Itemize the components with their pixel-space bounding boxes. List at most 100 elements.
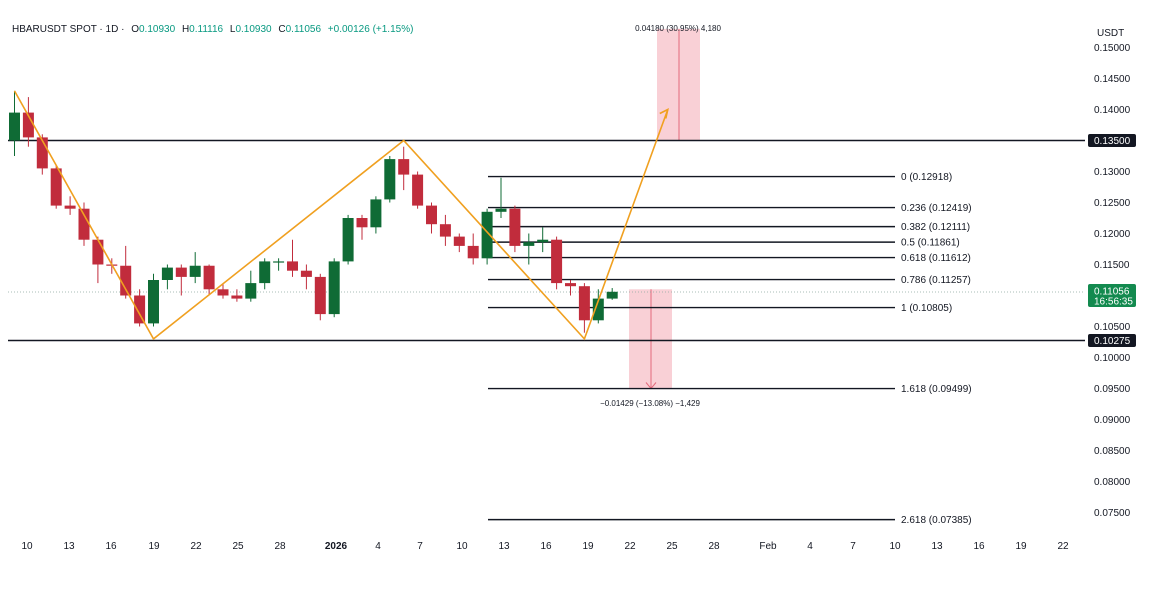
candle-body bbox=[217, 289, 229, 296]
x-tick-label: 25 bbox=[232, 541, 244, 552]
y-tick-label: 0.08500 bbox=[1094, 446, 1131, 457]
y-tick-label: 0.10000 bbox=[1094, 353, 1131, 364]
candle-body bbox=[50, 168, 62, 206]
price-tag-label: 0.13500 bbox=[1094, 136, 1131, 147]
candle-body bbox=[453, 236, 465, 246]
countdown-label: 16:56:35 bbox=[1094, 297, 1133, 308]
candle-body bbox=[342, 218, 354, 262]
candle-body bbox=[189, 265, 201, 277]
candle-body bbox=[384, 159, 396, 200]
candle-body bbox=[578, 286, 590, 321]
pattern-line bbox=[13, 90, 669, 341]
y-tick-label: 0.14000 bbox=[1094, 105, 1131, 116]
candle-body bbox=[523, 242, 535, 246]
x-tick-label: 19 bbox=[148, 541, 160, 552]
x-tick-label: 13 bbox=[498, 541, 510, 552]
candle-body bbox=[495, 208, 507, 212]
candle-body bbox=[245, 283, 257, 299]
high-value: 0.11116 bbox=[189, 24, 224, 35]
fib-level-label: 1.618 (0.09499) bbox=[901, 384, 972, 395]
y-tick-label: 0.12000 bbox=[1094, 229, 1131, 240]
pattern-arrowhead bbox=[659, 108, 669, 119]
x-tick-label: 13 bbox=[931, 541, 943, 552]
current-price-tag bbox=[1088, 284, 1136, 308]
symbol-label: HBARUSDT SPOT · 1D · bbox=[12, 24, 125, 35]
x-tick-label: 4 bbox=[375, 541, 381, 552]
candle-body bbox=[273, 261, 285, 263]
y-tick-label: 0.15000 bbox=[1094, 43, 1131, 54]
change-value: +0.00126 (+1.15%) bbox=[327, 24, 414, 35]
measure-label-down: −0.01429 (−13.08%) −1,429 bbox=[600, 399, 700, 408]
low-label: L bbox=[229, 24, 236, 35]
fib-level-label: 0.786 (0.11257) bbox=[901, 275, 971, 286]
candle-body bbox=[203, 265, 215, 290]
high-label: H bbox=[181, 24, 190, 35]
fib-level-label: 2.618 (0.07385) bbox=[901, 515, 972, 526]
open-label: O bbox=[131, 24, 139, 35]
x-tick-label: Feb bbox=[759, 541, 777, 552]
candle-body bbox=[287, 261, 298, 271]
candle-body bbox=[398, 159, 410, 175]
x-tick-label: 16 bbox=[540, 541, 552, 552]
close-value: 0.11056 bbox=[285, 24, 322, 35]
x-tick-label: 25 bbox=[666, 541, 678, 552]
x-tick-label: 28 bbox=[708, 541, 720, 552]
candle-body bbox=[92, 239, 104, 265]
price-tag-label: 0.10275 bbox=[1094, 336, 1131, 347]
y-tick-label: 0.08000 bbox=[1094, 477, 1131, 488]
x-tick-label: 16 bbox=[973, 541, 985, 552]
candle-body bbox=[148, 280, 159, 324]
candle-body bbox=[467, 245, 479, 259]
fib-level-label: 0.236 (0.12419) bbox=[901, 203, 972, 214]
x-tick-label: 13 bbox=[63, 541, 75, 552]
y-tick-label: 0.09500 bbox=[1094, 384, 1131, 395]
candle-body bbox=[551, 239, 563, 284]
candle-body bbox=[356, 218, 368, 228]
fib-level-label: 0.382 (0.12111) bbox=[901, 222, 970, 233]
y-tick-label: 0.13000 bbox=[1094, 167, 1131, 178]
candle-body bbox=[481, 211, 493, 259]
candle-body bbox=[370, 199, 382, 228]
close-label: C bbox=[278, 24, 286, 35]
y-tick-label: 0.14500 bbox=[1094, 74, 1131, 85]
fib-level-label: 0.5 (0.11861) bbox=[901, 238, 960, 249]
candle-body bbox=[22, 112, 34, 138]
current-price-label: 0.11056 bbox=[1094, 287, 1130, 298]
candle-body bbox=[426, 205, 437, 225]
y-tick-label: 0.10500 bbox=[1094, 322, 1131, 333]
x-tick-label: 2026 bbox=[325, 541, 348, 552]
candle-body bbox=[78, 208, 90, 240]
candle-body bbox=[259, 261, 271, 284]
candle-body bbox=[328, 261, 340, 315]
price-tag bbox=[1088, 134, 1136, 147]
x-tick-label: 19 bbox=[582, 541, 594, 552]
candle-body bbox=[161, 267, 173, 280]
x-tick-label: 10 bbox=[21, 541, 33, 552]
x-tick-label: 10 bbox=[456, 541, 468, 552]
y-tick-label: 0.07500 bbox=[1094, 508, 1131, 519]
candle-body bbox=[9, 112, 20, 141]
x-tick-label: 22 bbox=[624, 541, 636, 552]
y-tick-label: 0.12500 bbox=[1094, 198, 1131, 209]
x-tick-label: 4 bbox=[807, 541, 813, 552]
candle-body bbox=[64, 205, 76, 209]
x-tick-label: 19 bbox=[1015, 541, 1027, 552]
fib-level-label: 1 (0.10805) bbox=[901, 303, 952, 314]
y-tick-label: 0.09000 bbox=[1094, 415, 1131, 426]
fib-level-label: 0 (0.12918) bbox=[901, 172, 952, 183]
candle-body bbox=[300, 270, 312, 277]
x-tick-label: 7 bbox=[417, 541, 423, 552]
x-tick-label: 7 bbox=[850, 541, 856, 552]
measure-label-up: 0.04180 (30.95%) 4,180 bbox=[635, 24, 721, 33]
fib-level-label: 0.618 (0.11612) bbox=[901, 253, 971, 264]
candle-body bbox=[231, 295, 243, 299]
x-tick-label: 22 bbox=[190, 541, 202, 552]
price-tag bbox=[1088, 333, 1136, 347]
price-unit: USDT bbox=[1097, 28, 1125, 39]
open-value: 0.10930 bbox=[139, 24, 176, 35]
candle-body bbox=[120, 265, 132, 296]
y-tick-label: 0.11500 bbox=[1094, 260, 1130, 271]
x-tick-label: 28 bbox=[274, 541, 286, 552]
candle-body bbox=[606, 291, 618, 299]
